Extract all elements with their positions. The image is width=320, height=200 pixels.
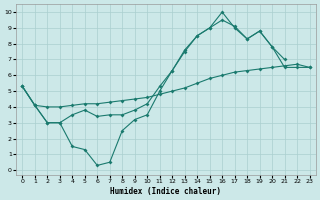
X-axis label: Humidex (Indice chaleur): Humidex (Indice chaleur)	[110, 187, 221, 196]
